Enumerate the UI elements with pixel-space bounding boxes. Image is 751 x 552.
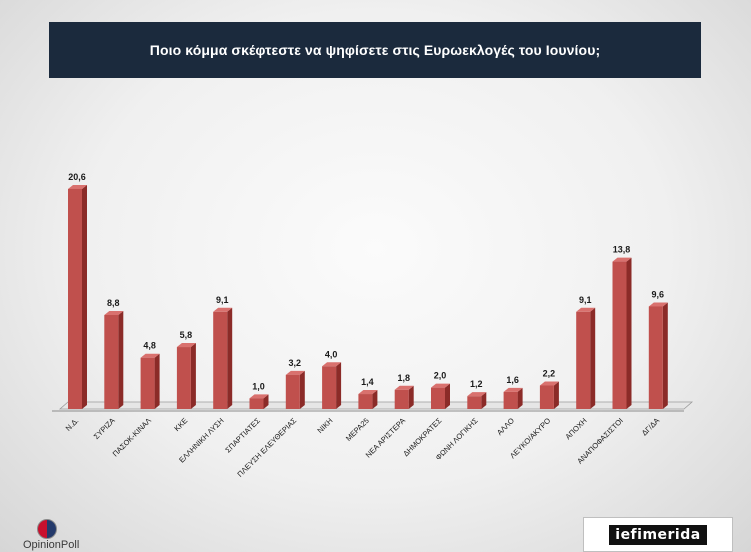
- bar-side-11: [481, 392, 487, 409]
- category-label-12: ΑΛΛΟ: [495, 416, 516, 437]
- data-label-10: 2,0: [434, 371, 447, 381]
- bar-ελληνικη-λυση: [213, 311, 228, 409]
- category-label-0: Ν.Δ.: [64, 416, 81, 433]
- bar-side-15: [626, 257, 632, 409]
- category-label-7: ΝΙΚΗ: [315, 416, 334, 435]
- data-label-14: 9,1: [579, 295, 592, 305]
- bar-top-1: [104, 311, 124, 315]
- data-label-16: 9,6: [652, 289, 665, 299]
- bar-side-1: [118, 311, 124, 409]
- data-label-5: 1,0: [252, 381, 265, 391]
- category-label-3: ΚΚΕ: [172, 416, 189, 433]
- chart-title-bar: Ποιο κόμμα σκέφτεστε να ψηφίσετε στις Ευ…: [49, 22, 701, 78]
- bar-δημοκρατες: [431, 387, 445, 409]
- iefimerida-logo: iefimerida: [583, 517, 733, 552]
- bar-top-10: [431, 383, 450, 388]
- bar-top-9: [394, 385, 414, 390]
- bar-λευκο-ακυρο: [539, 385, 554, 409]
- bar-αναποφασιστοι: [612, 261, 627, 409]
- bar-side-16: [662, 302, 668, 409]
- category-label-5: ΣΠΑΡΤΙΑΤΕΣ: [223, 416, 262, 455]
- bar-ν-δ-: [68, 188, 82, 409]
- bar-side-13: [553, 381, 559, 409]
- data-label-6: 3,2: [289, 358, 302, 368]
- data-label-12: 1,6: [506, 375, 519, 385]
- bar-side-10: [445, 383, 450, 409]
- data-label-0: 20,6: [68, 172, 86, 182]
- bar-top-16: [648, 302, 668, 307]
- bar-αλλο: [503, 391, 518, 409]
- opinion-poll-logo-icon: [37, 519, 57, 539]
- bar-πλευση-ελευθεριας: [285, 374, 300, 409]
- category-label-2: ΠΑΣΟΚ-ΚΙΝΑΛ: [111, 416, 153, 458]
- bar-side-5: [263, 394, 269, 409]
- category-label-6: ΠΛΕΥΣΗ ΕΛΕΥΘΕΡΙΑΣ: [235, 416, 298, 479]
- bar-top-12: [503, 387, 523, 392]
- bar-side-4: [227, 307, 233, 409]
- category-label-14: ΑΠΟΧΗ: [563, 416, 588, 441]
- data-label-9: 1,8: [397, 373, 410, 383]
- data-label-11: 1,2: [470, 379, 483, 389]
- opinion-poll-logo: OpinionPoll: [23, 515, 93, 552]
- bar-side-2: [154, 353, 160, 409]
- bar-φωνη-λογικης: [467, 396, 482, 409]
- bar-μερα25: [358, 394, 373, 409]
- bar-top-14: [576, 307, 596, 312]
- bar-νικη: [322, 366, 337, 409]
- opinion-poll-logo-text: OpinionPoll: [23, 539, 80, 551]
- bar-side-8: [372, 390, 378, 409]
- bar-συριζα: [104, 315, 119, 409]
- bar-side-6: [299, 370, 305, 409]
- bar-side-9: [408, 385, 414, 409]
- bar-top-11: [467, 392, 487, 397]
- bar-side-12: [517, 387, 523, 409]
- bar-top-6: [285, 370, 305, 375]
- data-label-2: 4,8: [143, 341, 156, 351]
- bar-top-4: [213, 307, 233, 312]
- data-label-7: 4,0: [325, 349, 338, 359]
- bar-side-0: [82, 184, 87, 409]
- data-label-3: 5,8: [180, 330, 193, 340]
- data-label-8: 1,4: [361, 377, 374, 387]
- bar-top-0: [68, 184, 87, 189]
- data-label-13: 2,2: [543, 369, 556, 379]
- iefimerida-logo-text: iefimerida: [609, 524, 707, 545]
- bar-top-2: [140, 353, 160, 358]
- data-label-15: 13,8: [613, 245, 631, 255]
- chart-title: Ποιο κόμμα σκέφτεστε να ψηφίσετε στις Ευ…: [149, 42, 601, 58]
- category-label-1: ΣΥΡΙΖΑ: [92, 416, 117, 441]
- bar-αποχη: [576, 311, 591, 409]
- data-label-1: 8,8: [107, 298, 120, 308]
- bar-top-8: [358, 390, 378, 395]
- bar-side-14: [590, 307, 596, 409]
- category-label-8: ΜΕΡΑ25: [344, 416, 371, 443]
- bar-νεα-αριστερα: [394, 389, 409, 409]
- category-label-16: ΔΓ/ΔΑ: [640, 416, 661, 437]
- bar-δγ-δα: [648, 306, 663, 409]
- bar-κκε: [176, 347, 191, 409]
- bar-πασοκ-κιναλ: [140, 357, 155, 409]
- bar-top-7: [322, 362, 342, 367]
- bar-top-13: [539, 381, 559, 386]
- bar-side-7: [336, 362, 342, 409]
- bar-top-15: [612, 257, 632, 262]
- bar-side-3: [190, 343, 196, 409]
- data-label-4: 9,1: [216, 295, 229, 305]
- bar-σπαρτιατες: [249, 398, 264, 409]
- bar-top-5: [249, 394, 269, 399]
- bar-top-3: [176, 343, 196, 348]
